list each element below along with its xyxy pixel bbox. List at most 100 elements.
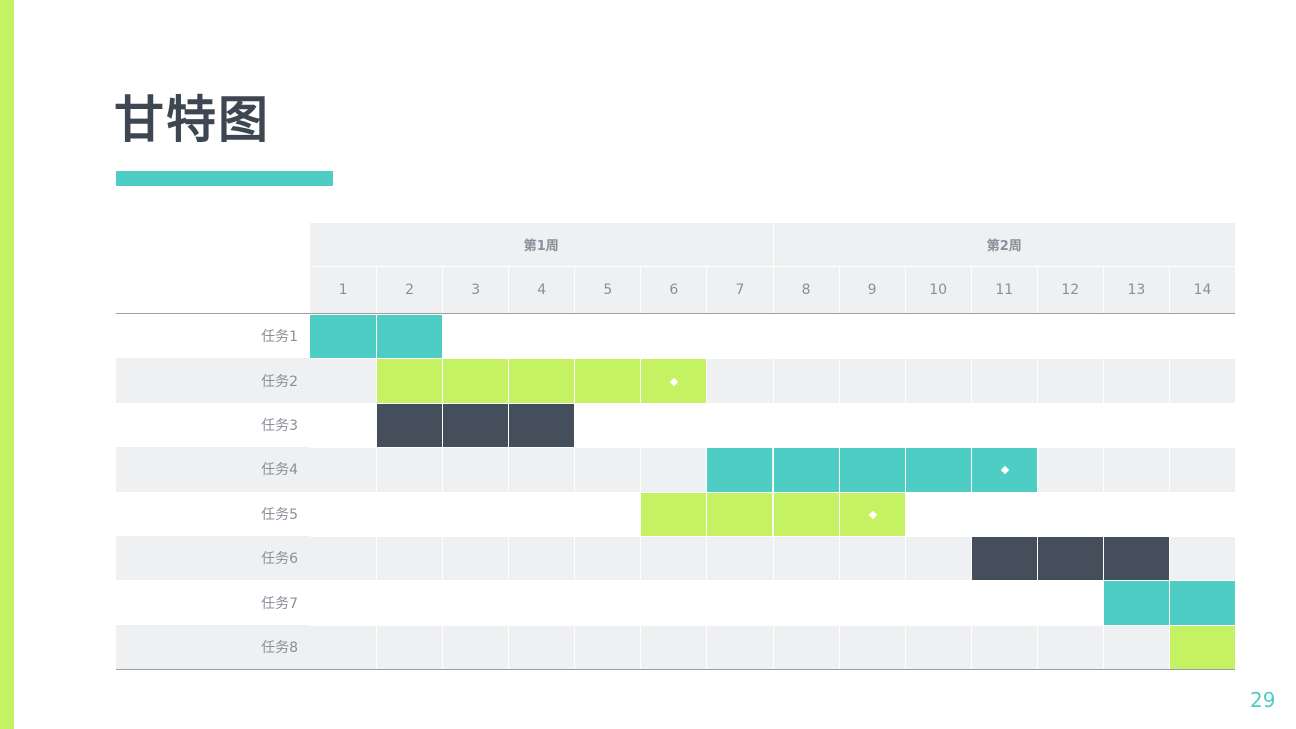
task-label: 任务5: [261, 506, 298, 523]
grid-cell: [838, 624, 905, 670]
grid-cell: [1036, 624, 1103, 670]
week-label: 第1周: [523, 239, 559, 254]
grid-cell: [904, 402, 971, 448]
grid-cell: [970, 314, 1037, 359]
grid-cell: [442, 491, 509, 536]
grid-cell: [904, 358, 971, 403]
grid-cell: [640, 402, 707, 448]
grid-cell: [1036, 314, 1103, 359]
grid-cell: [1168, 314, 1235, 359]
header-rule: [116, 313, 1235, 314]
day-label: 9: [838, 266, 905, 313]
grid-cell: [1168, 447, 1235, 492]
task-bar-cell: [1168, 624, 1235, 670]
grid-cell: [1102, 624, 1169, 670]
task-bar-cell: [310, 314, 377, 359]
grid-cell: [508, 447, 575, 492]
grid-cell: [904, 624, 971, 670]
grid-cell: [1036, 491, 1103, 536]
grid-cell: [772, 624, 839, 670]
task-bar-cell: [376, 402, 443, 448]
task-label: 任务4: [261, 462, 298, 479]
grid-cell: [442, 580, 509, 625]
grid-cell: [1036, 447, 1103, 492]
grid-cell: [1102, 358, 1169, 403]
grid-cell: [970, 491, 1037, 536]
grid-cell: [508, 624, 575, 670]
task-bar-cell: [508, 402, 575, 448]
title-underline: [116, 171, 333, 186]
day-label: 13: [1102, 266, 1169, 313]
grid-cell: [442, 624, 509, 670]
day-label: 7: [706, 266, 772, 313]
task-bar-cell: [772, 491, 839, 536]
task-bar-cell: [772, 447, 839, 492]
grid-cell: [1168, 491, 1235, 536]
task-bar-cell: [904, 447, 971, 492]
grid-cell: [574, 402, 641, 448]
task-bar-cell: [838, 447, 905, 492]
task-bar-cell: [640, 358, 707, 403]
task-bar-cell: [442, 402, 509, 448]
grid-cell: [442, 447, 509, 492]
grid-cell: [1102, 402, 1169, 448]
grid-cell: [1036, 580, 1103, 625]
grid-cell: [574, 580, 641, 625]
title: 甘特图: [114, 91, 270, 149]
grid-cell: [1102, 491, 1169, 536]
grid-cell: [904, 580, 971, 625]
grid-cell: [508, 491, 575, 536]
task-bar-cell: [706, 491, 773, 536]
grid-cell: [310, 447, 377, 491]
task-label: 任务2: [261, 373, 298, 390]
grid-cell: [838, 314, 905, 359]
task-label: 任务6: [261, 551, 298, 568]
grid-cell: [574, 447, 641, 492]
task-bar-cell: [376, 358, 443, 403]
week-label: 第2周: [772, 223, 1236, 266]
grid-cell: [706, 402, 773, 448]
grid-cell: [970, 358, 1037, 403]
milestone-marker: [868, 510, 877, 520]
grid-cell: [574, 314, 641, 359]
day-label: 8: [772, 266, 839, 313]
grid-cell: [970, 624, 1037, 670]
grid-cell: [508, 580, 575, 625]
task-bar-cell: [574, 358, 641, 403]
grid-cell: [706, 536, 773, 581]
grid-cell: [1168, 536, 1235, 581]
grid-cell: [310, 402, 377, 447]
day-label: 12: [1036, 266, 1103, 313]
grid-cell: [376, 447, 443, 492]
row-bg: [116, 624, 1235, 670]
task-bar-cell: [640, 491, 707, 536]
grid-cell: [772, 402, 839, 448]
bottom-rule: [116, 669, 1235, 671]
day-label: 14: [1168, 266, 1235, 313]
grid-cell: [376, 580, 443, 625]
day-label: 10: [904, 266, 971, 313]
task-bar-cell: [970, 447, 1037, 492]
day-label: 1: [338, 281, 348, 298]
grid-cell: [1036, 402, 1103, 448]
grid-cell: [640, 447, 707, 492]
grid-cell: [904, 536, 971, 581]
grid-cell: [310, 624, 377, 669]
side-bar: [0, 0, 14, 729]
grid-cell: [310, 536, 377, 580]
task-label: 任务8: [261, 639, 298, 656]
grid-cell: [904, 314, 971, 359]
row-bg: [116, 447, 1235, 492]
day-label: 11: [970, 266, 1037, 313]
grid-cell: [574, 491, 641, 536]
grid-cell: [376, 491, 443, 536]
grid-cell: [970, 402, 1037, 448]
grid-cell: [904, 491, 971, 536]
day-label: 6: [640, 266, 706, 313]
task-label: 任务1: [261, 329, 298, 346]
grid-cell: [574, 624, 641, 670]
grid-cell: [310, 358, 377, 402]
grid-cell: [640, 536, 707, 581]
grid-cell: [772, 314, 839, 359]
